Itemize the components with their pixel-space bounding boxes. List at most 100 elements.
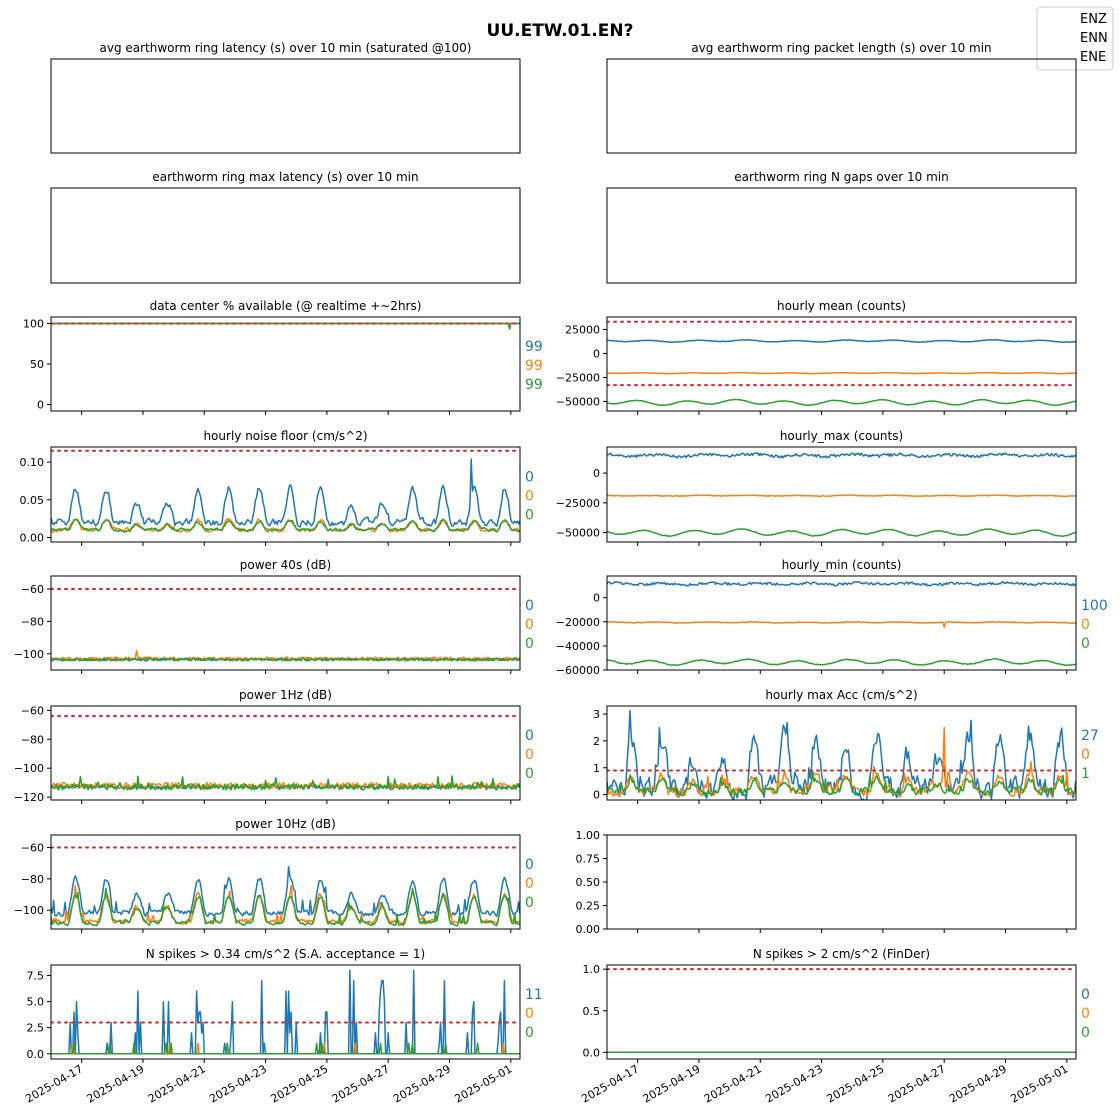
y-tick-label: 0.00 [20, 531, 45, 544]
y-tick-label: 0.0 [27, 1048, 45, 1061]
plot-area [51, 449, 520, 533]
end-count-label: 0 [1081, 1025, 1090, 1041]
y-tick-label: 0.25 [576, 900, 601, 913]
legend-frame [1036, 6, 1114, 71]
x-tick-label: 2025-04-23 [207, 1062, 269, 1105]
panel-grid: avg earthworm ring latency (s) over 10 m… [14, 41, 1108, 1106]
panel-title: hourly max Acc (cm/s^2) [765, 688, 917, 702]
y-tick-label: −100 [14, 762, 44, 775]
y-tick-label: −20000 [556, 616, 600, 629]
end-count-label: 1 [1081, 766, 1090, 782]
panel-title: N spikes > 0.34 cm/s^2 (S.A. acceptance … [146, 947, 425, 961]
panel-p10: hourly_min (counts) 0 −20000 −40000 −60000 10… [556, 558, 1108, 677]
plot-area [51, 846, 520, 927]
end-count-label: 0 [525, 1025, 534, 1041]
y-tick-label: −80 [21, 615, 44, 628]
x-tick-label: 2025-04-25 [269, 1062, 331, 1105]
panel-p1: avg earthworm ring latency (s) over 10 m… [50, 41, 521, 154]
panel-p14: 1.00 0.75 0.50 0.25 0.00 [576, 829, 1077, 936]
y-tick-label: 1.0 [583, 963, 601, 976]
y-tick-label: 7.5 [27, 969, 45, 982]
panel-p6: hourly mean (counts) 25000 0 −25000 −50000 [556, 299, 1077, 415]
legend-entry-ene: ENE [1080, 50, 1106, 65]
legend-entry-enz: ENZ [1080, 12, 1107, 27]
x-tick-label: 2025-05-01 [1008, 1062, 1070, 1105]
plot-area [607, 320, 1076, 407]
panel-p9: power 40s (dB) −60 −80 −100 0 0 0 [14, 558, 534, 674]
end-count-label: 0 [1081, 617, 1090, 633]
series-line-enz [607, 580, 1076, 587]
end-count-label: 0 [525, 617, 534, 633]
y-tick-label: 2.5 [27, 1022, 45, 1035]
x-tick-label: 2025-04-21 [146, 1062, 208, 1105]
end-count-label: 100 [1081, 598, 1108, 614]
panel-p4: earthworm ring N gaps over 10 min [606, 170, 1077, 284]
panel-title: hourly_max (counts) [780, 429, 903, 443]
panel-title: earthworm ring max latency (s) over 10 m… [152, 170, 418, 184]
y-tick-label: 0.50 [576, 876, 601, 889]
y-tick-label: 50 [30, 358, 44, 371]
panel-frame [50, 834, 521, 930]
y-tick-label: −60000 [556, 664, 600, 677]
panel-frame [50, 964, 521, 1060]
panel-p3: earthworm ring max latency (s) over 10 m… [50, 170, 521, 284]
series-line-ene [51, 1042, 520, 1055]
y-tick-label: −50000 [556, 395, 600, 408]
series-line-ene [607, 658, 1076, 667]
series-line-ene [51, 887, 520, 927]
series-line-enz [51, 458, 520, 528]
end-count-label: 11 [525, 987, 543, 1003]
series-line-enz [607, 452, 1076, 459]
panel-title: N spikes > 2 cm/s^2 (FinDer) [753, 947, 930, 961]
series-line-ene [607, 398, 1076, 407]
x-tick-label: 2025-04-21 [702, 1062, 764, 1105]
end-count-label: 0 [525, 598, 534, 614]
end-count-label: 0 [525, 508, 534, 524]
y-tick-label: −120 [14, 791, 44, 804]
end-count-label: 0 [1081, 987, 1090, 1003]
y-tick-label: 3 [593, 708, 600, 721]
y-tick-label: 2 [593, 735, 600, 748]
y-tick-label: −25000 [556, 497, 600, 510]
figure-title: UU.ETW.01.EN? [487, 21, 634, 41]
x-tick-label: 2025-04-17 [579, 1062, 641, 1105]
panel-frame [606, 964, 1077, 1060]
end-count-label: 0 [1081, 636, 1090, 652]
y-tick-label: −40000 [556, 640, 600, 653]
y-tick-label: −25000 [556, 371, 600, 384]
end-count-label: 0 [525, 766, 534, 782]
panel-p7: hourly noise floor (cm/s^2) 0.10 0.05 0.00 0… [20, 429, 534, 546]
end-count-label: 99 [525, 358, 543, 374]
y-tick-label: −60 [21, 583, 44, 596]
end-count-label: 0 [525, 857, 534, 873]
x-tick-label: 2025-04-25 [825, 1062, 887, 1105]
x-tick-label: 2025-04-29 [947, 1062, 1009, 1105]
y-tick-label: 5.0 [27, 996, 45, 1009]
panel-frame [606, 834, 1077, 930]
end-count-label: 0 [525, 1006, 534, 1022]
panel-p2: avg earthworm ring packet length (s) ove… [606, 41, 1077, 154]
end-count-label: 0 [1081, 1006, 1090, 1022]
y-tick-label: 0 [593, 592, 600, 605]
panel-p5: data center % available (@ realtime +~2h… [23, 299, 543, 415]
end-count-label: 27 [1081, 728, 1099, 744]
y-tick-label: −80 [21, 733, 44, 746]
plot-area [51, 715, 520, 791]
panel-frame [50, 316, 521, 412]
panel-frame [606, 316, 1077, 412]
panel-title: avg earthworm ring latency (s) over 10 m… [100, 41, 472, 55]
y-tick-label: −60 [21, 704, 44, 717]
panel-frame [50, 575, 521, 671]
end-count-label: 0 [525, 895, 534, 911]
series-line-enn [607, 620, 1076, 628]
series-line-enz [51, 969, 520, 1055]
y-tick-label: −50000 [556, 527, 600, 540]
panel-frame [50, 705, 521, 801]
panel-frame [606, 446, 1077, 543]
y-tick-label: 0.05 [20, 494, 45, 507]
series-line-ene [51, 518, 520, 533]
y-tick-label: 1.00 [576, 829, 601, 842]
y-tick-label: 25000 [565, 323, 600, 336]
x-tick-label: 2025-05-01 [452, 1062, 514, 1105]
panel-frame [50, 446, 521, 543]
